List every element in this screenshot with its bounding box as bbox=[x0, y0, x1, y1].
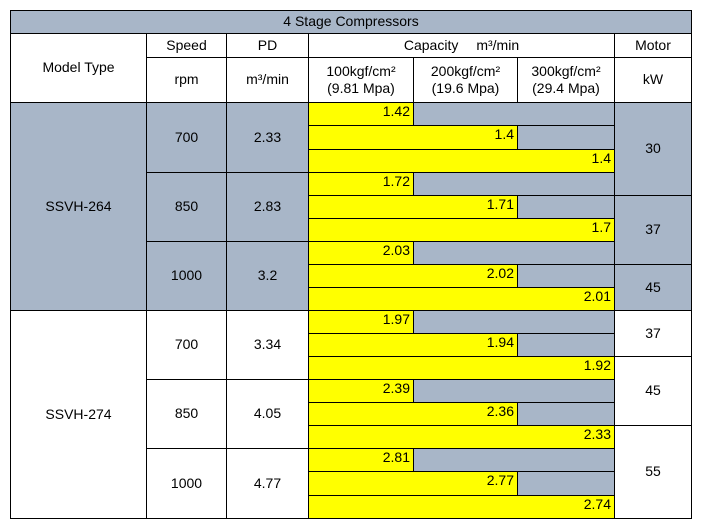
capacity: 2.36 bbox=[308, 402, 518, 426]
capacity: 1.7 bbox=[308, 218, 615, 242]
speed: 1000 bbox=[146, 448, 227, 519]
motor: 45 bbox=[614, 264, 692, 311]
text: (29.4 Mpa) bbox=[532, 80, 600, 96]
speed: 850 bbox=[146, 172, 227, 242]
motor: 55 bbox=[614, 425, 692, 519]
capacity: 2.02 bbox=[308, 264, 518, 288]
header-pressure: 100kgf/cm² (9.81 Mpa) bbox=[308, 57, 414, 103]
capacity-rest bbox=[413, 241, 615, 265]
header-pressure: 200kgf/cm² (19.6 Mpa) bbox=[413, 57, 518, 103]
capacity: 2.33 bbox=[308, 425, 615, 449]
capacity: 1.4 bbox=[308, 125, 518, 150]
header-pd-unit: m³/min bbox=[226, 57, 309, 103]
motor: 37 bbox=[614, 195, 692, 265]
text: 200kgf/cm² bbox=[430, 62, 501, 79]
text: Capacity bbox=[403, 36, 459, 53]
cell-text: 200kgf/cm² (19.6 Mpa) bbox=[431, 63, 500, 98]
capacity-rest bbox=[517, 264, 615, 288]
capacity: 1.72 bbox=[308, 172, 414, 196]
header-motor-unit: kW bbox=[614, 57, 692, 103]
capacity-rest bbox=[413, 379, 615, 403]
motor: 45 bbox=[614, 356, 692, 426]
text: m³/min bbox=[476, 36, 520, 53]
capacity-rest bbox=[413, 102, 615, 127]
title: 4 Stage Compressors bbox=[10, 10, 692, 34]
speed: 700 bbox=[146, 310, 227, 380]
motor: 30 bbox=[614, 102, 692, 196]
pd: 2.33 bbox=[226, 102, 309, 173]
model: SSVH-274 bbox=[10, 310, 147, 519]
pd: 4.77 bbox=[226, 448, 309, 519]
capacity: 1.97 bbox=[308, 310, 414, 334]
capacity-rest bbox=[413, 448, 615, 473]
capacity-rest bbox=[517, 402, 615, 426]
capacity: 1.4 bbox=[308, 148, 615, 173]
header-pressure: 300kgf/cm² (29.4 Mpa) bbox=[517, 57, 615, 103]
header-capacity: Capacity m³/min bbox=[308, 33, 615, 58]
capacity-rest bbox=[413, 310, 615, 334]
capacity: 2.39 bbox=[308, 379, 414, 403]
capacity: 2.03 bbox=[308, 241, 414, 265]
capacity: 2.01 bbox=[308, 287, 615, 311]
speed: 700 bbox=[146, 102, 227, 173]
text: (19.6 Mpa) bbox=[431, 80, 500, 96]
capacity: 1.92 bbox=[308, 356, 615, 380]
header-speed-unit: rpm bbox=[146, 57, 227, 103]
header-speed: Speed bbox=[146, 33, 227, 58]
model: SSVH-264 bbox=[10, 102, 147, 311]
capacity-rest bbox=[517, 195, 615, 219]
capacity: 1.71 bbox=[308, 195, 518, 219]
capacity: 1.42 bbox=[308, 102, 414, 127]
text: 300kgf/cm² bbox=[531, 62, 601, 79]
capacity: 2.77 bbox=[308, 471, 518, 496]
capacity: 2.81 bbox=[308, 448, 414, 473]
text: (9.81 Mpa) bbox=[327, 80, 395, 96]
capacity-rest bbox=[517, 125, 615, 150]
capacity: 1.94 bbox=[308, 333, 518, 357]
capacity-rest bbox=[517, 333, 615, 357]
pd: 2.83 bbox=[226, 172, 309, 242]
header-model: Model Type bbox=[10, 33, 147, 103]
capacity-rest bbox=[517, 471, 615, 496]
cell-text: 100kgf/cm² (9.81 Mpa) bbox=[326, 63, 395, 98]
capacity: 2.74 bbox=[308, 494, 615, 519]
motor: 37 bbox=[614, 310, 692, 357]
pd: 3.34 bbox=[226, 310, 309, 380]
speed: 850 bbox=[146, 379, 227, 449]
header-motor: Motor bbox=[614, 33, 692, 58]
cell-text: 300kgf/cm² (29.4 Mpa) bbox=[531, 63, 600, 98]
capacity-rest bbox=[413, 172, 615, 196]
pd: 4.05 bbox=[226, 379, 309, 449]
pd: 3.2 bbox=[226, 241, 309, 311]
speed: 1000 bbox=[146, 241, 227, 311]
text: 100kgf/cm² bbox=[326, 62, 396, 79]
header-pd: PD bbox=[226, 33, 309, 58]
